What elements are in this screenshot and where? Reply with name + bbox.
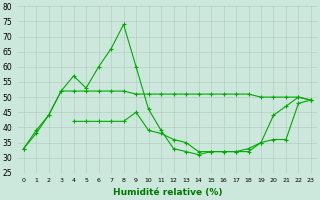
X-axis label: Humidité relative (%): Humidité relative (%) — [113, 188, 222, 197]
